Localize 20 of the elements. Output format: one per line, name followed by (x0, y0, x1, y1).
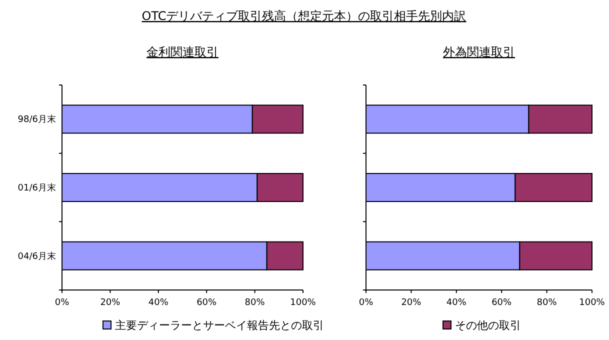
x-tick-label: 0% (358, 298, 374, 308)
x-tick-label: 20% (100, 298, 121, 308)
x-tick-label: 60% (492, 298, 512, 308)
y-tick-label: 98/6月末 (18, 114, 56, 126)
chart-subtitle: 外為関連取引 (443, 45, 515, 59)
x-tick-label: 40% (148, 298, 169, 308)
y-tick-label: 04/6月末 (18, 250, 56, 262)
x-tick-label: 100% (579, 298, 606, 308)
x-tick-label: 80% (244, 298, 266, 308)
x-tick-label: 60% (196, 298, 218, 308)
chart-subtitle: 金利関連取引 (146, 45, 218, 59)
legend-label: その他の取引 (455, 319, 521, 332)
x-tick-label: 40% (446, 298, 467, 308)
x-tick-label: 20% (401, 298, 422, 308)
x-tick-label: 0% (54, 298, 70, 308)
x-tick-label: 100% (290, 298, 316, 308)
x-tick-label: 80% (536, 298, 558, 308)
chart-title: OTCデリバティブ取引残高（想定元本）の取引相手先別内訳 (142, 9, 466, 23)
y-tick-label: 01/6月末 (18, 182, 56, 194)
legend-label: 主要ディーラーとサーベイ報告先との取引 (115, 319, 324, 332)
